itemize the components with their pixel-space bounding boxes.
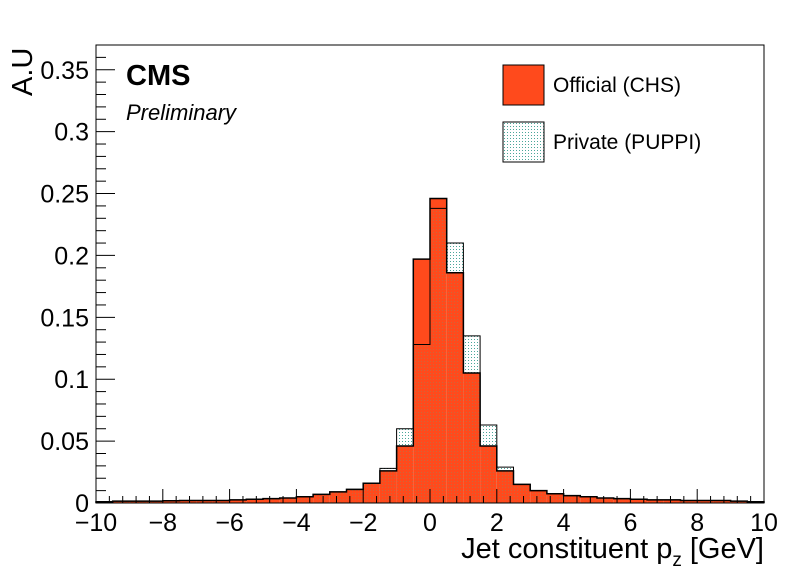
private-bar — [313, 494, 330, 503]
y-tick-label: 0.25 — [40, 181, 89, 209]
x-axis-title-unit: [GeV] — [690, 533, 764, 565]
private-bar — [212, 500, 230, 503]
y-tick-label: 0.2 — [54, 242, 89, 270]
private-bar — [346, 489, 364, 503]
y-axis-title: A.U — [7, 48, 39, 96]
private-bar — [263, 498, 280, 503]
private-bar — [496, 467, 514, 503]
private-bar — [713, 500, 731, 503]
x-axis-title-subscript: z — [672, 550, 682, 571]
y-tick-label: 0.15 — [40, 304, 89, 332]
private-bar — [697, 500, 714, 503]
y-tick-label: 0.3 — [54, 119, 89, 147]
private-bar — [513, 484, 531, 503]
private-bar — [613, 498, 631, 503]
private-bar — [329, 491, 347, 503]
private-bar — [463, 335, 481, 503]
x-tick-label: −4 — [282, 509, 311, 537]
x-axis-title-main: Jet constituent p — [461, 533, 672, 565]
x-tick-label: −2 — [349, 509, 378, 537]
legend-label-private: Private (PUPPI) — [553, 131, 701, 154]
private-bar — [563, 495, 581, 503]
private-bar — [663, 499, 681, 503]
x-tick-label: 6 — [623, 509, 637, 537]
private-bar — [363, 483, 380, 503]
private-puppi-series — [96, 208, 764, 503]
private-bar — [129, 501, 147, 503]
private-bar — [580, 496, 597, 503]
private-bar — [112, 501, 130, 503]
legend: Official (CHS) Private (PUPPI) — [502, 64, 701, 163]
x-axis-title: Jet constituent pz [GeV] — [461, 533, 764, 571]
private-bar — [630, 499, 648, 503]
private-excess-bar — [480, 425, 497, 447]
private-bar — [279, 498, 297, 503]
private-bar — [430, 208, 447, 503]
private-bar — [546, 493, 564, 503]
private-bar — [179, 500, 197, 503]
experiment-label: CMS — [126, 60, 190, 92]
legend-label-official: Official (CHS) — [553, 74, 681, 97]
private-bar — [413, 344, 430, 503]
private-excess-bar — [379, 468, 397, 471]
x-tick-label: 8 — [690, 509, 704, 537]
private-excess-bar — [396, 428, 414, 447]
x-tick-label: 2 — [490, 509, 504, 537]
private-bar — [680, 500, 698, 503]
private-excess-bar — [446, 243, 464, 273]
private-bar — [597, 498, 614, 503]
private-bar — [196, 500, 213, 503]
x-tick-label: 10 — [750, 509, 778, 537]
x-tick-label: 4 — [557, 509, 571, 537]
y-axis: 0 0.05 0.1 0.15 0.2 0.25 0.3 0.35 — [40, 44, 115, 518]
legend-swatch-official — [502, 64, 545, 106]
private-excess-bar — [496, 467, 514, 471]
x-tick-label: −6 — [215, 509, 244, 537]
private-bar — [296, 496, 314, 503]
official-chs-series — [413, 198, 447, 345]
x-axis: −10 −8 −6 −4 −2 0 2 4 6 8 10 — [75, 489, 778, 537]
private-bar — [396, 428, 414, 503]
official-bar — [430, 198, 447, 209]
private-bar — [530, 490, 547, 503]
private-bar — [229, 499, 247, 503]
x-tick-label: −8 — [149, 509, 178, 537]
private-bar — [162, 500, 180, 503]
private-bar — [647, 499, 664, 503]
private-excess-bar — [463, 335, 481, 374]
status-label: Preliminary — [126, 100, 238, 125]
y-tick-label: 0.1 — [54, 366, 89, 394]
private-bar — [446, 243, 464, 503]
private-bar — [730, 501, 748, 503]
official-bar — [413, 259, 430, 345]
private-bar — [146, 501, 163, 503]
x-tick-label: −10 — [75, 509, 117, 537]
private-bar — [246, 499, 263, 503]
x-tick-label: 0 — [423, 509, 437, 537]
y-tick-label: 0.35 — [40, 57, 89, 85]
y-tick-label: 0.05 — [40, 428, 89, 456]
private-bar — [379, 468, 397, 503]
y-tick-label: 0 — [75, 490, 89, 518]
legend-swatch-private — [502, 121, 545, 163]
